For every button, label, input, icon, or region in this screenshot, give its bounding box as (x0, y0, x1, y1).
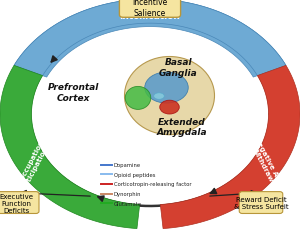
Polygon shape (14, 0, 286, 78)
Ellipse shape (160, 101, 179, 114)
Text: Opioid peptides: Opioid peptides (114, 172, 155, 177)
Text: Prefrontal
Cortex: Prefrontal Cortex (48, 83, 99, 102)
Text: Preoccupation
Anticipation: Preoccupation Anticipation (14, 138, 52, 194)
Text: Dopamine: Dopamine (114, 162, 141, 167)
Text: Extended
Amygdala: Extended Amygdala (156, 117, 207, 137)
Ellipse shape (124, 57, 214, 135)
Polygon shape (14, 0, 286, 76)
FancyBboxPatch shape (119, 0, 181, 18)
Text: Reward Deficit
& Stress Surfeit: Reward Deficit & Stress Surfeit (234, 196, 288, 209)
Text: Dynorphin: Dynorphin (114, 191, 142, 196)
Text: Corticotropin-releasing factor: Corticotropin-releasing factor (114, 182, 192, 187)
Ellipse shape (154, 93, 164, 100)
Ellipse shape (145, 73, 188, 104)
Text: Negative Affect
Withdrawal: Negative Affect Withdrawal (247, 136, 288, 197)
Text: Basal
Ganglia: Basal Ganglia (159, 58, 198, 77)
FancyBboxPatch shape (0, 192, 39, 213)
Polygon shape (0, 66, 140, 229)
Ellipse shape (125, 87, 151, 110)
Text: Glutamate: Glutamate (114, 201, 142, 206)
FancyBboxPatch shape (239, 192, 283, 213)
Polygon shape (160, 66, 300, 229)
Text: Binge
Intoxication: Binge Intoxication (120, 1, 180, 21)
Text: Executive
Function
Deficits: Executive Function Deficits (0, 193, 34, 213)
Text: Incentive
Salience: Incentive Salience (132, 0, 168, 18)
